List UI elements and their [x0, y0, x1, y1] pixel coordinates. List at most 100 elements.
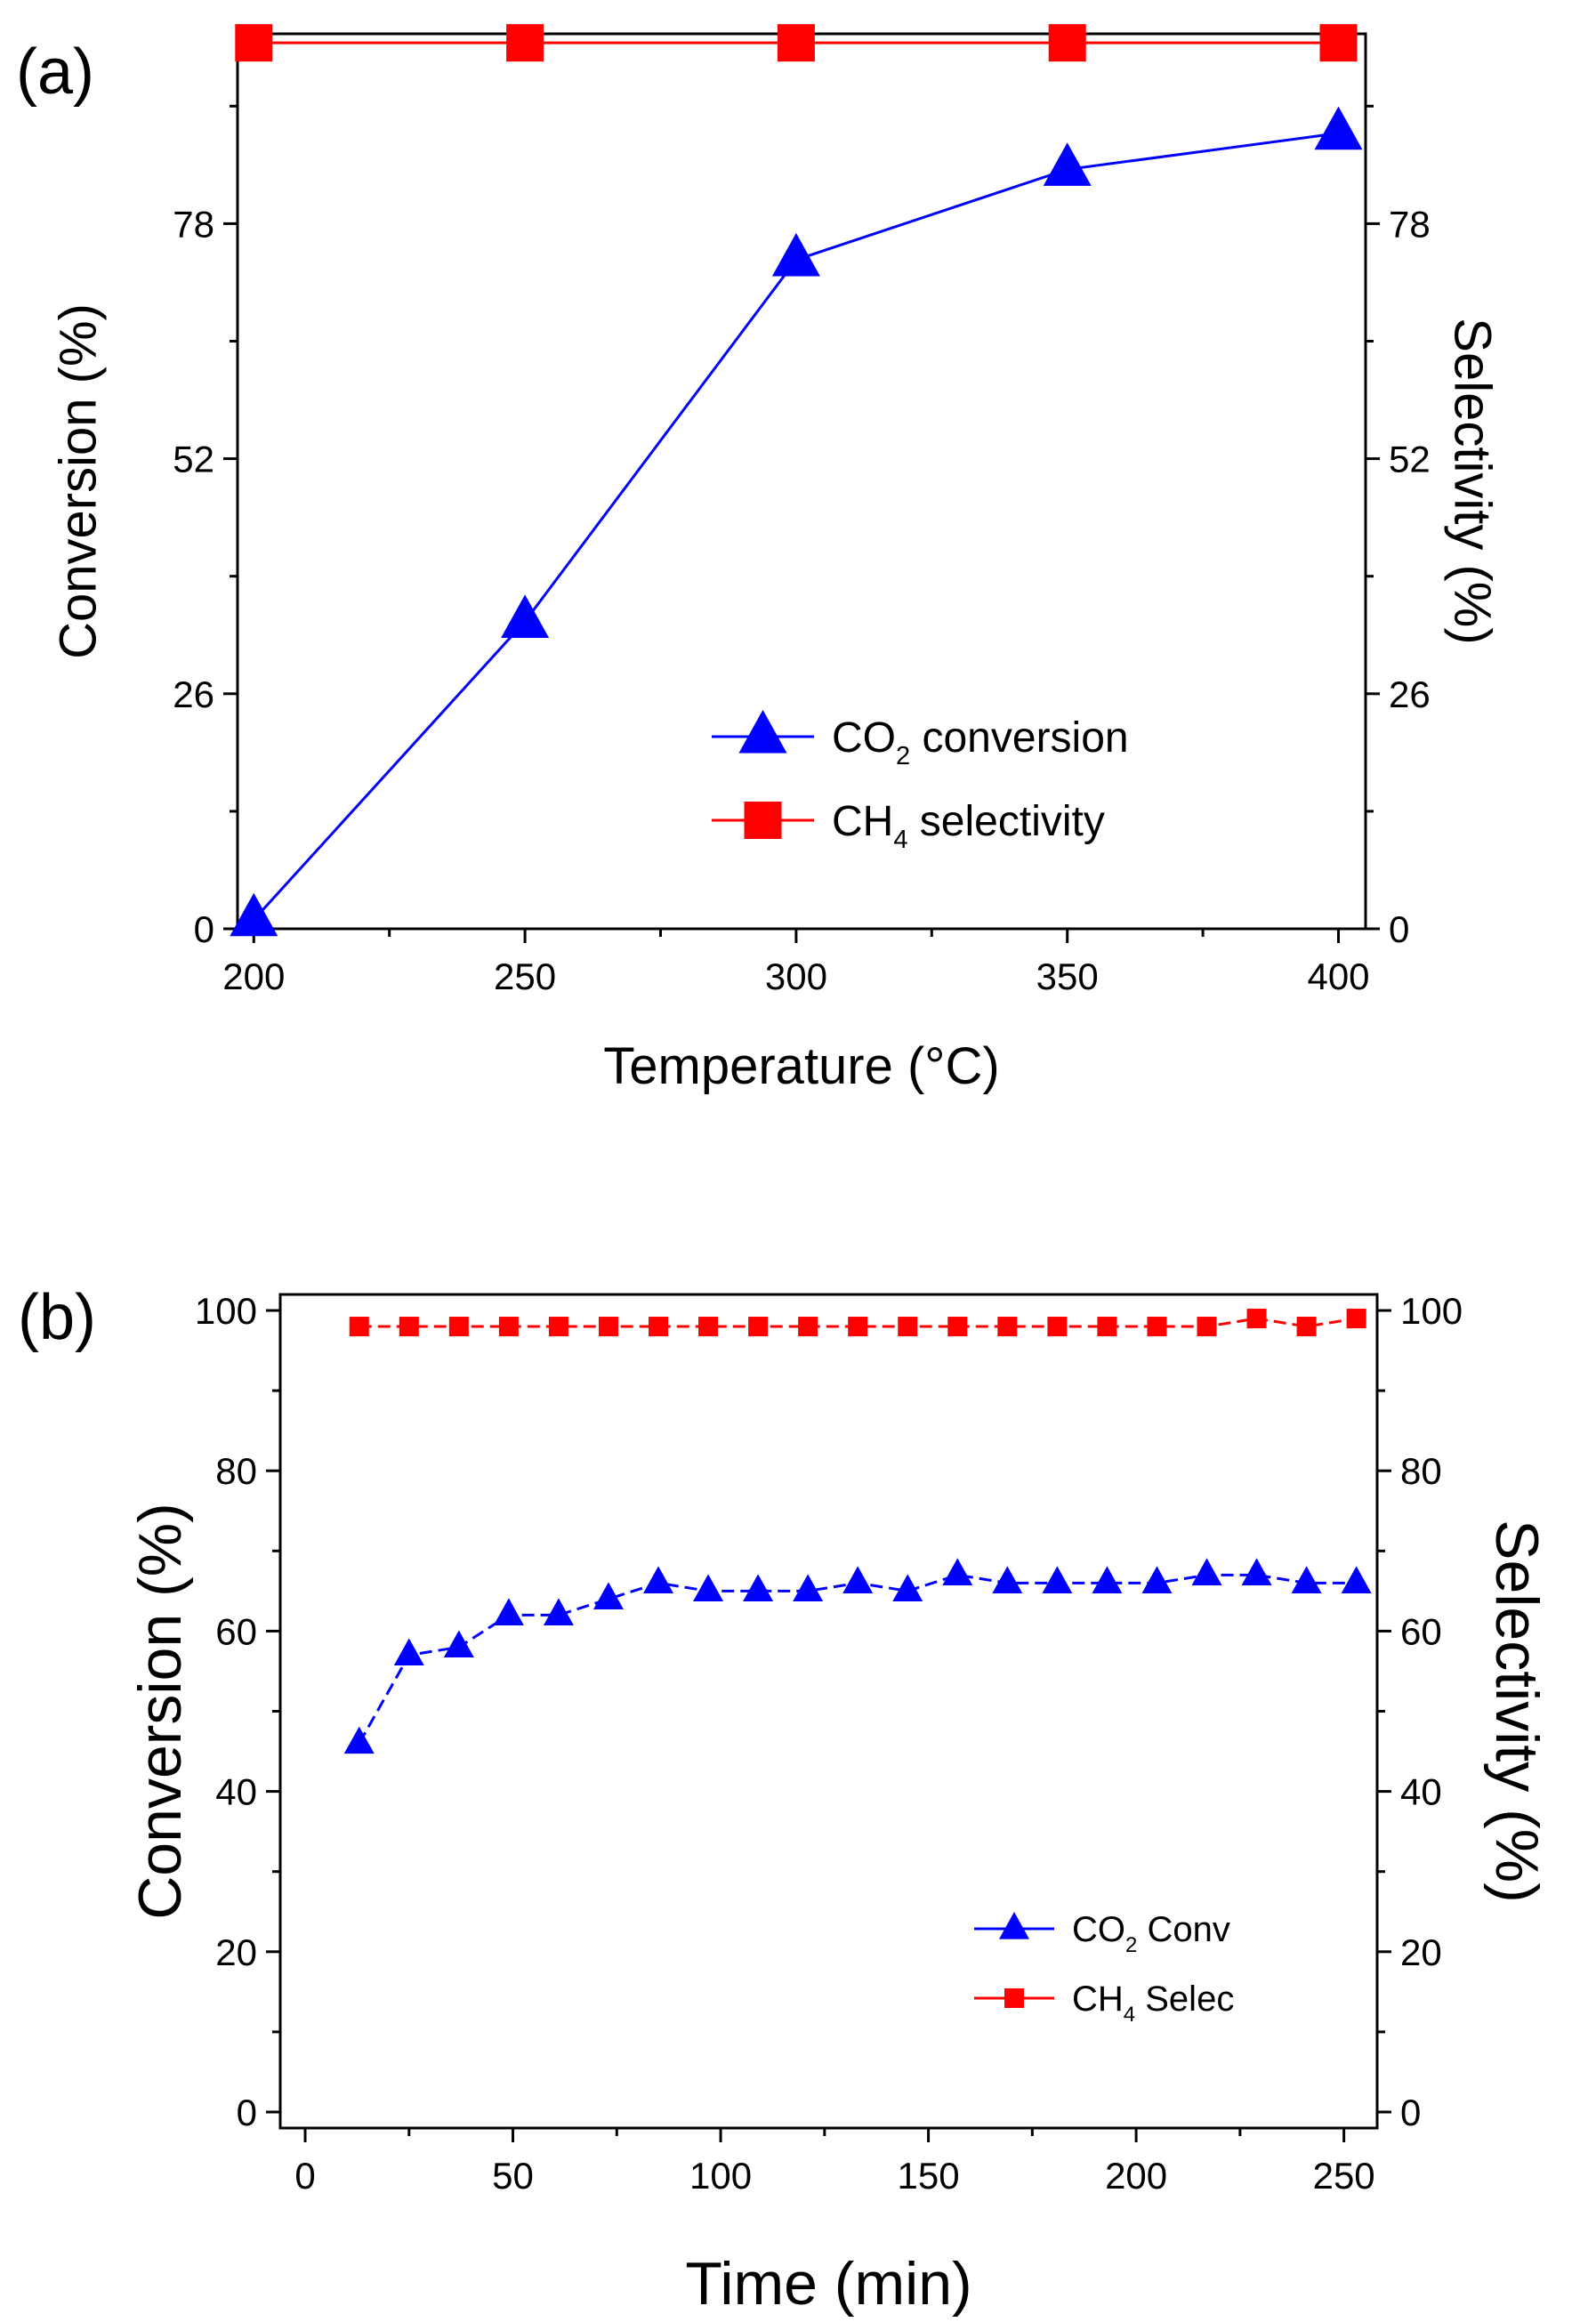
x-tick-label: 200 [222, 955, 285, 997]
data-point [947, 1317, 968, 1337]
data-point [1296, 1317, 1317, 1337]
legend-label: CO2 Conv [1072, 1910, 1230, 1957]
y-right-tick-label: 80 [1400, 1450, 1442, 1492]
data-point [1097, 1317, 1117, 1337]
data-point [643, 1566, 674, 1593]
data-point [448, 1317, 469, 1337]
y-right-tick-label: 60 [1400, 1610, 1442, 1652]
data-point [892, 1574, 923, 1601]
x-tick-label: 200 [1105, 2155, 1167, 2197]
x-axis-title: Temperature (°C) [603, 1037, 999, 1095]
legend-label: CH4 selectivity [832, 798, 1105, 854]
data-point [649, 1317, 669, 1337]
data-point [793, 1574, 824, 1601]
data-point [393, 1638, 424, 1666]
data-point [1241, 1558, 1272, 1585]
y-left-tick-label: 52 [173, 439, 214, 480]
y-right-axis-title: Selectivity (%) [1444, 318, 1502, 644]
y-left-tick-label: 78 [173, 203, 214, 245]
legend: CO2 conversion CH4 selectivity [712, 709, 1129, 854]
data-point [1291, 1566, 1322, 1593]
data-point [842, 1566, 874, 1593]
y-left-tick-label: 40 [215, 1771, 257, 1813]
x-tick-label: 350 [1036, 955, 1099, 997]
x-tick-label: 50 [492, 2155, 534, 2197]
data-point [898, 1317, 918, 1337]
y-left-tick-label: 0 [237, 2092, 257, 2133]
x-tick-label: 100 [689, 2155, 752, 2197]
legend-marker [999, 1912, 1029, 1939]
panel-label: (b) [18, 1282, 96, 1353]
series-co2-conversion [230, 106, 1363, 937]
data-point [1092, 1566, 1123, 1593]
y-left-axis-title: Conversion (%) [50, 303, 108, 659]
y-left-tick-label: 0 [194, 908, 214, 950]
data-point [1043, 142, 1092, 186]
y-right-axis-title: Selectivity (%) [1483, 1520, 1551, 1903]
data-point [1147, 1317, 1167, 1337]
data-point [1042, 1566, 1073, 1593]
data-point [1048, 24, 1086, 62]
data-point [942, 1558, 973, 1585]
y-left-axis-title: Conversion (%) [126, 1503, 194, 1920]
data-point [997, 1317, 1018, 1337]
chart-panel-a: 200 250 300 350 400 0 0 26 26 52 52 78 78 Temperature… [16, 24, 1502, 1095]
data-point [399, 1317, 419, 1337]
data-point [693, 1574, 724, 1601]
data-point [230, 892, 278, 937]
x-tick-label: 300 [765, 955, 827, 997]
data-point [798, 1317, 818, 1337]
series-ch4-selec [349, 1309, 1366, 1337]
panel-label: (a) [16, 36, 94, 108]
legend-label: CO2 conversion [832, 714, 1129, 770]
data-point [1191, 1558, 1222, 1585]
data-point [349, 1317, 369, 1337]
series-co2-conv [343, 1558, 1372, 1754]
data-point [748, 1317, 769, 1337]
data-point [493, 1598, 524, 1626]
data-point [777, 24, 815, 62]
data-point [1197, 1317, 1217, 1337]
series-line [359, 1317, 1357, 1328]
data-point [506, 24, 544, 62]
legend-marker [738, 709, 787, 754]
legend-marker [1004, 1988, 1024, 2008]
data-point [501, 594, 550, 638]
y-right-tick-label: 52 [1389, 439, 1431, 480]
data-point [1319, 24, 1358, 62]
y-left-tick-label: 26 [173, 673, 214, 715]
y-right-tick-label: 100 [1400, 1290, 1463, 1332]
y-left-tick-label: 100 [195, 1290, 257, 1332]
legend-marker [744, 802, 782, 839]
data-point [771, 232, 820, 277]
data-point [498, 1317, 519, 1337]
data-point [698, 1317, 719, 1337]
x-tick-label: 150 [898, 2155, 960, 2197]
x-tick-label: 0 [294, 2155, 315, 2197]
data-point [343, 1726, 375, 1754]
legend: CO2 Conv CH4 Selec [974, 1910, 1234, 2027]
y-right-tick-label: 0 [1389, 908, 1409, 950]
x-tick-label: 250 [494, 955, 556, 997]
data-point [443, 1630, 474, 1658]
y-left-tick-label: 60 [215, 1610, 257, 1652]
plot-frame [236, 32, 1367, 931]
data-point [592, 1582, 624, 1609]
y-right-tick-label: 78 [1389, 203, 1431, 245]
data-point [1346, 1309, 1366, 1329]
x-axis-title: Time (min) [685, 2250, 971, 2318]
legend-label: CH4 Selec [1072, 1979, 1234, 2027]
y-right-tick-label: 20 [1400, 1931, 1442, 1973]
x-tick-label: 400 [1307, 955, 1369, 997]
data-point [992, 1566, 1023, 1593]
y-left-tick-label: 80 [215, 1450, 257, 1492]
data-point [1246, 1309, 1267, 1329]
y-right-tick-label: 0 [1400, 2092, 1421, 2133]
data-point [1314, 106, 1363, 150]
y-left-tick-label: 20 [215, 1931, 257, 1973]
data-point [743, 1574, 774, 1601]
data-point [848, 1317, 868, 1337]
data-point [1047, 1317, 1068, 1337]
